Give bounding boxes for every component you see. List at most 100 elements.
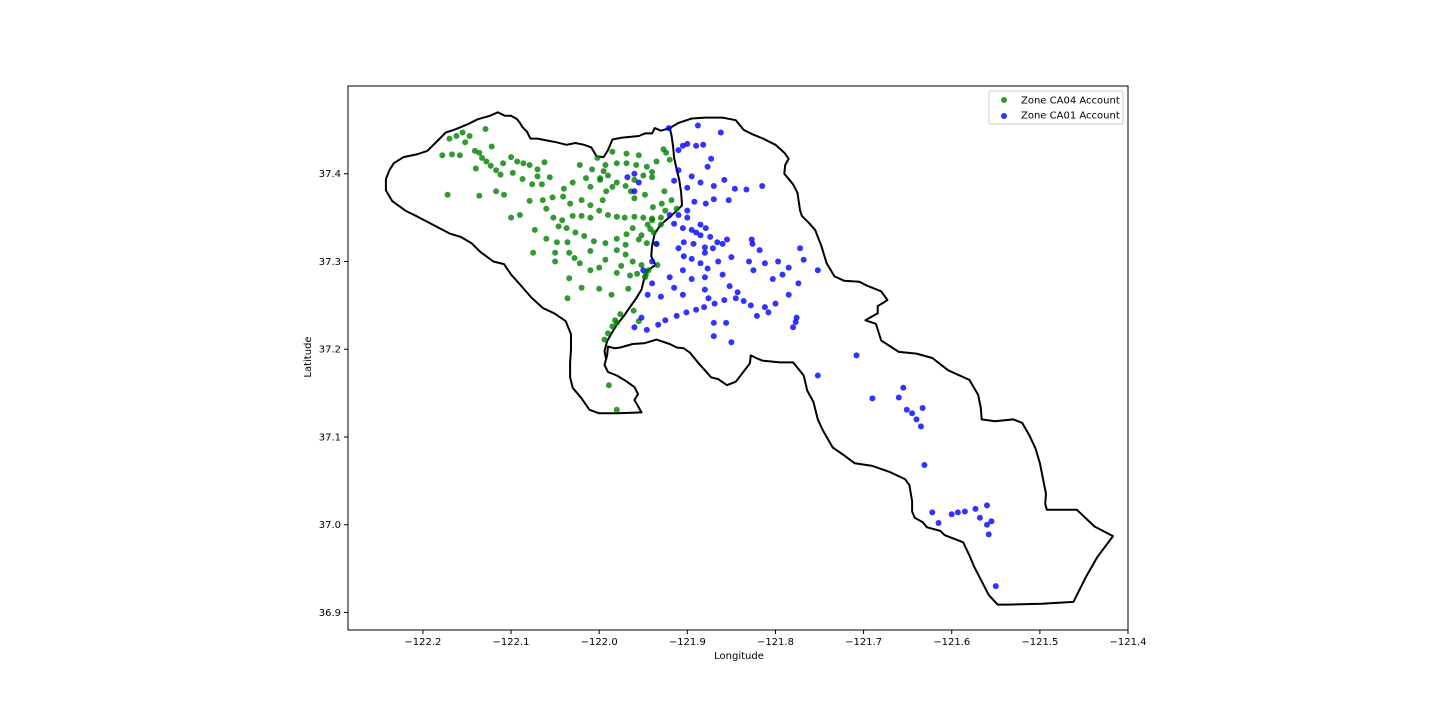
scatter-point: [576, 162, 583, 168]
x-tick-label: −122.2: [404, 637, 441, 648]
scatter-point: [711, 300, 718, 307]
scatter-point: [719, 271, 726, 278]
scatter-point: [747, 302, 754, 309]
scatter-point: [587, 183, 594, 190]
scatter-point: [710, 196, 717, 203]
scatter-point: [693, 142, 700, 149]
scatter-point: [666, 156, 673, 163]
scatter-point: [509, 169, 516, 176]
legend-marker-ca04: [1001, 97, 1007, 103]
scatter-point: [710, 319, 717, 326]
scatter-point: [453, 133, 460, 139]
scatter-point: [602, 240, 609, 247]
scatter-point: [621, 214, 628, 221]
scatter-point: [613, 160, 620, 167]
scatter-point: [629, 225, 636, 232]
scatter-point: [708, 155, 715, 162]
y-tick-label: 37.2: [319, 345, 341, 356]
scatter-point: [649, 217, 656, 224]
scatter-point: [662, 317, 669, 324]
scatter-point: [483, 158, 490, 165]
scatter-point: [640, 267, 647, 274]
scatter-point: [728, 339, 735, 346]
series-ca01: [624, 122, 999, 590]
scatter-point: [472, 165, 479, 172]
scatter-point: [553, 239, 560, 246]
scatter-point: [919, 405, 926, 411]
scatter-point: [631, 170, 638, 177]
legend-label-ca04: Zone CA04 Account: [1021, 96, 1120, 107]
series-ca04: [439, 126, 680, 413]
scatter-point: [694, 122, 701, 129]
scatter-point: [623, 160, 630, 167]
scatter-point: [645, 267, 652, 274]
scatter-point: [653, 240, 660, 247]
county-boundary-outline: [384, 111, 1114, 606]
scatter-point: [665, 125, 672, 132]
scatter-point: [476, 192, 483, 199]
legend-box: [988, 90, 1124, 125]
scatter-point: [552, 249, 559, 256]
y-axis: 36.9 37.0 37.1 37.2 37.3 37.4: [319, 169, 348, 619]
scatter-point: [793, 314, 800, 321]
scatter-point: [740, 298, 747, 304]
scatter-point: [613, 406, 620, 413]
scatter-point: [623, 231, 630, 238]
scatter-point: [657, 221, 664, 228]
scatter-point: [560, 193, 567, 200]
scatter-point: [680, 239, 687, 246]
scatter-point: [571, 255, 578, 261]
scatter-point: [921, 462, 928, 468]
scatter-point: [772, 300, 779, 307]
x-tick-label: −122.1: [493, 637, 530, 648]
scatter-point: [567, 200, 574, 207]
scatter-point: [701, 274, 708, 281]
scatter-point: [785, 291, 792, 298]
scatter-point: [702, 225, 709, 232]
scatter-point: [516, 212, 523, 218]
scatter-point: [734, 289, 741, 296]
scatter-point: [680, 253, 687, 260]
scatter-point: [961, 508, 968, 515]
scatter-point: [710, 183, 717, 189]
scatter-point: [715, 258, 722, 265]
scatter-point: [666, 212, 673, 218]
scatter-point: [617, 311, 624, 318]
scatter-point: [719, 240, 726, 247]
scatter-point: [643, 326, 650, 333]
scatter-point: [534, 166, 541, 173]
scatter-point: [500, 160, 507, 167]
scatter-point: [631, 324, 638, 331]
scatter-point: [795, 280, 802, 287]
scatter-point: [675, 212, 682, 218]
scatter-point: [493, 167, 500, 174]
scatter-point: [624, 174, 631, 181]
x-axis: −122.2 −122.1 −122.0 −121.9 −121.8 −121.7 −121…: [404, 630, 1147, 648]
scatter-point: [631, 195, 638, 202]
scatter-point: [985, 531, 992, 538]
scatter-point: [707, 233, 714, 240]
scatter-point: [726, 283, 733, 290]
scatter-point: [972, 505, 979, 512]
scatter-point: [701, 249, 708, 256]
scatter-point: [599, 197, 606, 204]
scatter-point: [622, 183, 629, 189]
scatter-point: [587, 267, 594, 274]
scatter-point: [697, 232, 704, 239]
scatter-point: [630, 307, 637, 314]
scatter-point: [790, 324, 797, 331]
scatter-point: [710, 333, 717, 340]
scatter-point: [785, 264, 792, 271]
scatter-point: [900, 384, 907, 391]
scatter-point: [895, 394, 902, 401]
scatter-point: [488, 143, 495, 150]
scatter-point: [609, 148, 616, 155]
scatter-point: [756, 247, 763, 254]
scatter-point: [514, 158, 521, 165]
scatter-point: [543, 205, 550, 212]
scatter-point: [814, 372, 821, 379]
scatter-point: [566, 275, 573, 282]
scatter-point: [609, 323, 616, 330]
y-tick-label: 37.4: [319, 169, 341, 180]
